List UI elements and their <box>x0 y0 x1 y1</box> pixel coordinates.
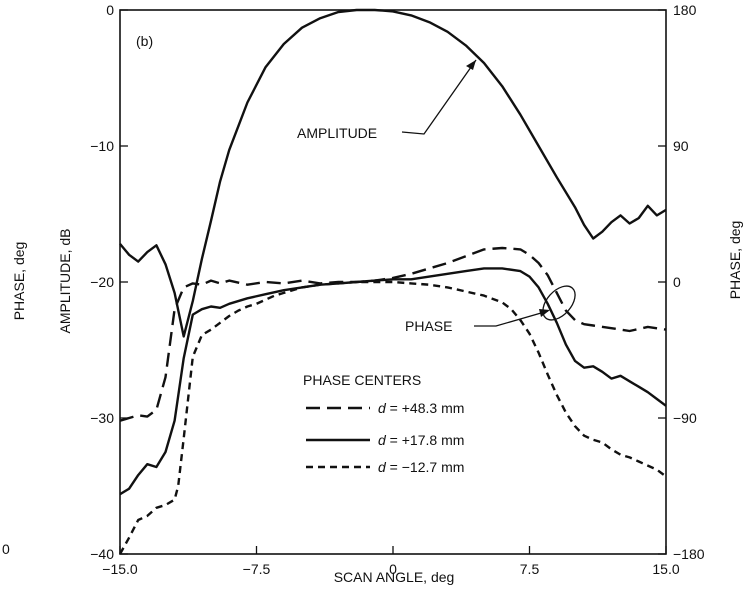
amplitude-arrow-leader <box>401 59 477 135</box>
stray-tick-label: 0 <box>2 541 10 557</box>
panel-label: (b) <box>136 33 153 49</box>
legend-entry-value: = −12.7 mm <box>386 459 465 475</box>
phase-label: PHASE <box>405 318 452 334</box>
x-tick-label: 0 <box>389 561 397 577</box>
x-tick-label: 15.0 <box>652 561 679 577</box>
amplitude-annotation: AMPLITUDE <box>297 59 477 141</box>
legend-entry: d = +48.3 mm <box>306 400 464 416</box>
phase-arrowhead <box>539 309 550 317</box>
phase-marker-ellipse <box>542 285 576 321</box>
y-left-tick-label: −10 <box>90 138 114 154</box>
x-axis-title: SCAN ANGLE, deg <box>334 569 455 585</box>
legend-entry: d = +17.8 mm <box>306 432 464 448</box>
y-right-tick-label: 0 <box>673 274 681 290</box>
legend-entry: d = −12.7 mm <box>306 459 464 475</box>
legend-title: PHASE CENTERS <box>303 372 421 388</box>
legend-entry-value: = +17.8 mm <box>386 432 465 448</box>
axis-ticks: −15.0 −7.5 0 7.5 15.0 0 −10 −20 −30 −40 180 90 0 −90 −… <box>90 2 704 577</box>
x-tick-label: −7.5 <box>243 561 271 577</box>
y-left-tick-label: −40 <box>90 546 114 562</box>
y-axis-title-right: PHASE, deg <box>727 221 743 300</box>
amplitude-curve <box>119 8 667 338</box>
y-right-tick-label: 180 <box>673 2 697 18</box>
y-axis-title-left-outer: PHASE, deg <box>11 242 27 321</box>
legend-entry-label: d = +48.3 mm <box>378 400 464 416</box>
legend-entry-label: d = +17.8 mm <box>378 432 464 448</box>
y-right-tick-label: −180 <box>673 546 705 562</box>
legend-entry-label: d = −12.7 mm <box>378 459 464 475</box>
legend-entry-prefix: d <box>378 400 387 416</box>
y-left-tick-label: −20 <box>90 274 114 290</box>
x-tick-label: 7.5 <box>520 561 540 577</box>
phase-curve-long <box>119 246 667 422</box>
legend-entry-prefix: d <box>378 432 387 448</box>
y-right-tick-label: 90 <box>673 138 689 154</box>
phase-annotation: PHASE <box>405 285 576 334</box>
y-axis-title-left: AMPLITUDE, dB <box>57 228 73 333</box>
legend-entry-value: = +48.3 mm <box>386 400 465 416</box>
series-lines <box>118 8 667 555</box>
phase-arrow-leader <box>474 310 549 327</box>
y-left-tick-label: −30 <box>90 410 114 426</box>
y-left-tick-label: 0 <box>106 2 114 18</box>
amplitude-label: AMPLITUDE <box>297 125 377 141</box>
phase-curve-short <box>118 280 667 555</box>
amplitude-arrowhead <box>466 60 476 70</box>
x-tick-label: −15.0 <box>102 561 138 577</box>
legend: PHASE CENTERS d = +48.3 mm d = +17.8 mm … <box>303 372 464 475</box>
phase-curve-solid <box>119 267 667 496</box>
y-right-tick-label: −90 <box>673 410 697 426</box>
legend-entry-prefix: d <box>378 459 387 475</box>
